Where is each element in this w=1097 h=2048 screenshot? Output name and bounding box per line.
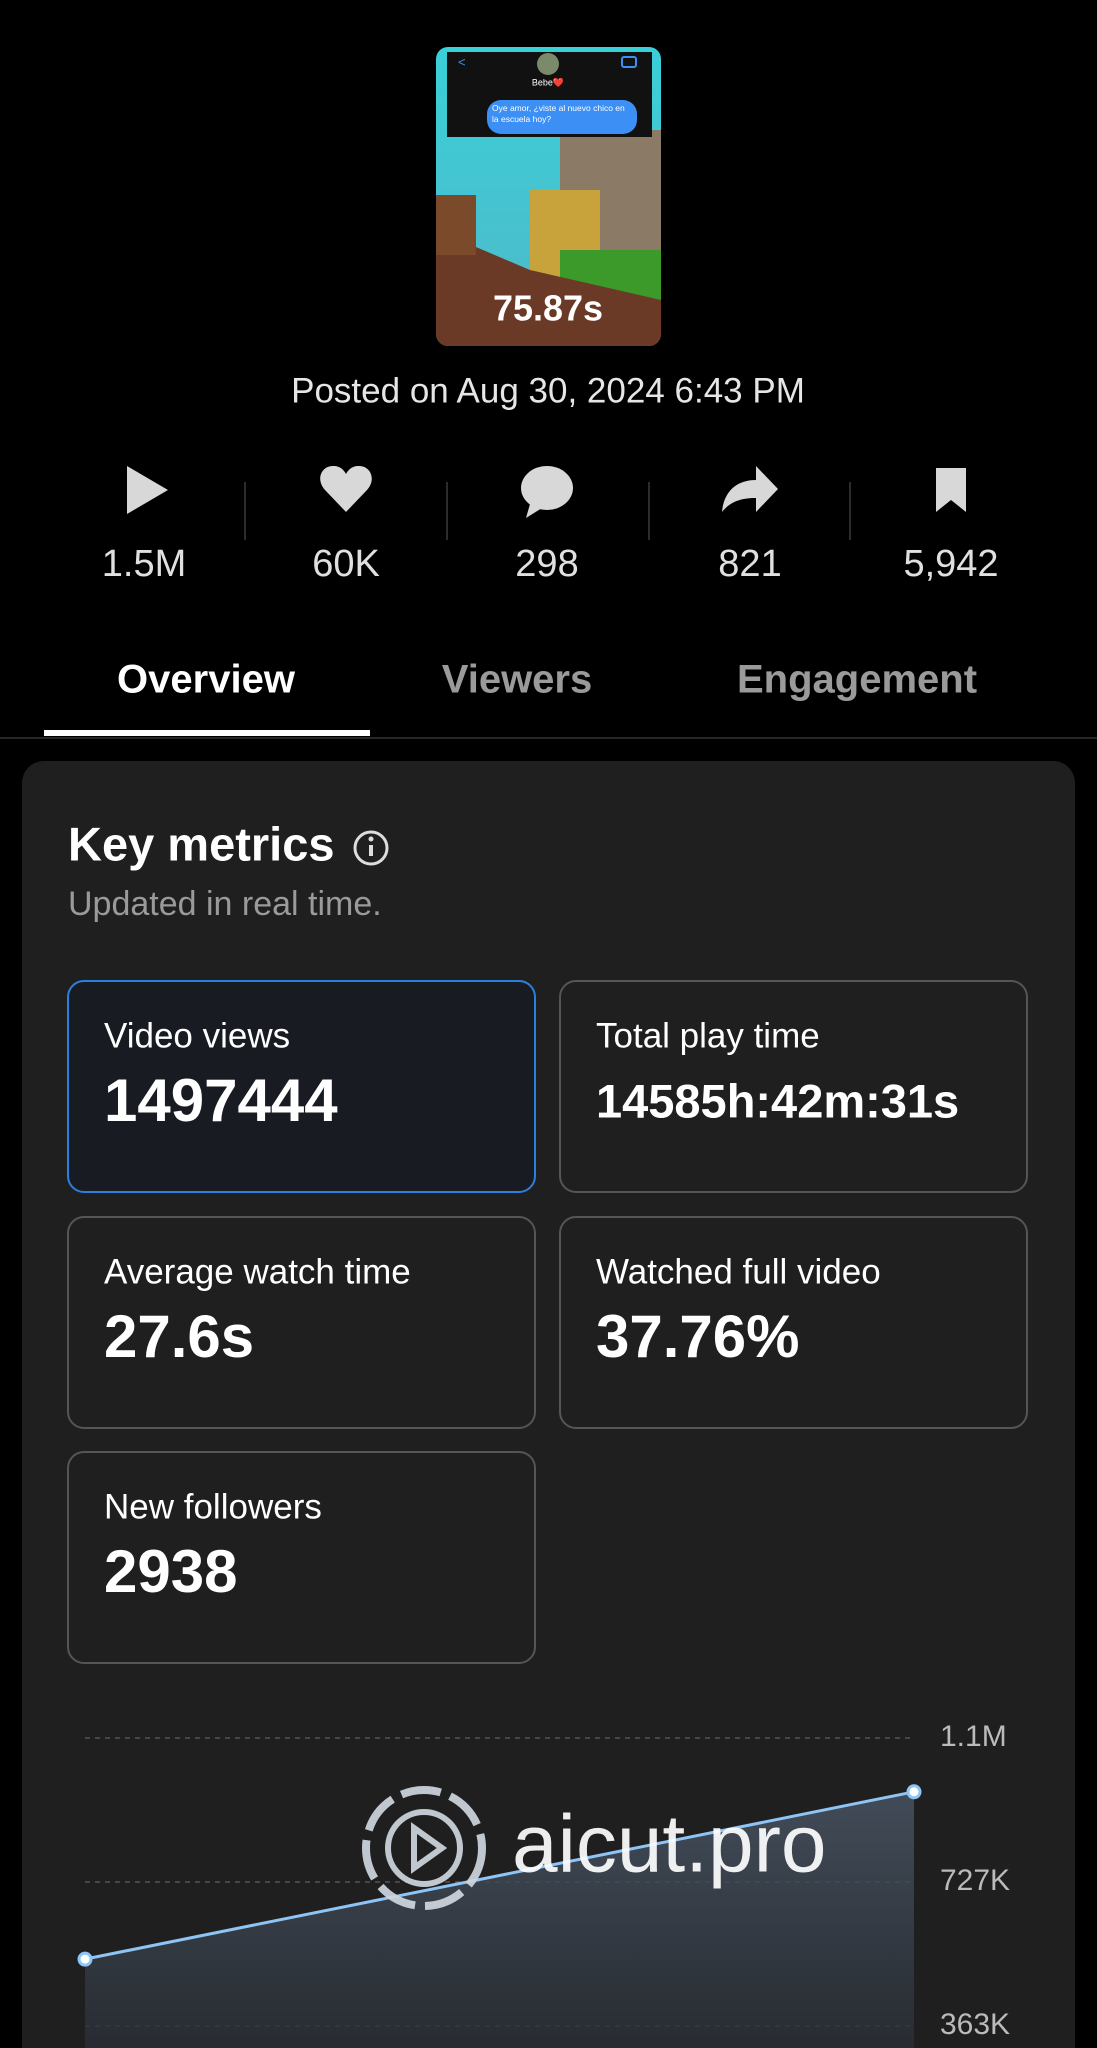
stat-value: 1.5M bbox=[102, 543, 186, 585]
info-icon[interactable] bbox=[353, 830, 389, 866]
metric-value: 2938 bbox=[104, 1538, 237, 1605]
thumbnail[interactable]: < Bebe❤️ Oye amor, ¿viste al nuevo chico… bbox=[436, 47, 661, 346]
metrics-title: Key metrics bbox=[68, 817, 335, 870]
play-icon bbox=[127, 466, 168, 514]
contact-name: Bebe❤️ bbox=[532, 77, 565, 87]
comment-icon bbox=[521, 466, 573, 510]
metric-value: 1497444 bbox=[104, 1067, 338, 1134]
y-tick-label: 363K bbox=[940, 2008, 1010, 2041]
stat-value: 821 bbox=[718, 543, 781, 585]
metric-value: 14585h:42m:31s bbox=[596, 1074, 959, 1127]
y-tick-label: 1.1M bbox=[940, 1720, 1007, 1753]
metric-label: Watched full video bbox=[596, 1252, 881, 1291]
posted-date: Posted on Aug 30, 2024 6:43 PM bbox=[291, 371, 805, 410]
duration: 75.87s bbox=[493, 288, 603, 329]
metrics-subtitle: Updated in real time. bbox=[68, 885, 382, 923]
stat-value: 298 bbox=[515, 543, 578, 585]
tab-indicator bbox=[44, 730, 370, 736]
stat-icons bbox=[127, 465, 966, 518]
metric-value: 37.76% bbox=[596, 1303, 800, 1370]
metric-label: New followers bbox=[104, 1487, 322, 1526]
share-icon bbox=[722, 466, 778, 512]
metric-label: Total play time bbox=[596, 1016, 820, 1055]
metric-card[interactable] bbox=[67, 1451, 536, 1664]
tab[interactable]: Viewers bbox=[442, 658, 593, 702]
metric-card[interactable] bbox=[67, 980, 536, 1193]
tab[interactable]: Engagement bbox=[737, 658, 977, 702]
heart-icon bbox=[320, 465, 372, 512]
bookmark-icon bbox=[936, 468, 966, 512]
tab[interactable]: Overview bbox=[117, 658, 296, 702]
metric-value: 27.6s bbox=[104, 1303, 254, 1370]
point bbox=[77, 1951, 93, 1967]
back-icon[interactable]: < bbox=[458, 54, 466, 69]
stat-value: 5,942 bbox=[903, 543, 998, 585]
area bbox=[85, 1791, 914, 2048]
message: Oye amor, ¿viste al nuevo chico en la es… bbox=[492, 103, 625, 124]
line bbox=[84, 1790, 915, 1961]
metric-label: Average watch time bbox=[104, 1252, 411, 1291]
metric-card[interactable] bbox=[67, 1216, 536, 1429]
metric-card[interactable] bbox=[559, 980, 1028, 1193]
watermark-text: aicut.pro bbox=[512, 1799, 827, 1890]
metric-label: Video views bbox=[104, 1016, 290, 1055]
metric-card[interactable] bbox=[559, 1216, 1028, 1429]
watermark: aicut.pro bbox=[362, 1786, 827, 1910]
point bbox=[906, 1784, 922, 1800]
stat-value: 60K bbox=[312, 543, 380, 585]
y-tick-label: 727K bbox=[940, 1864, 1010, 1897]
